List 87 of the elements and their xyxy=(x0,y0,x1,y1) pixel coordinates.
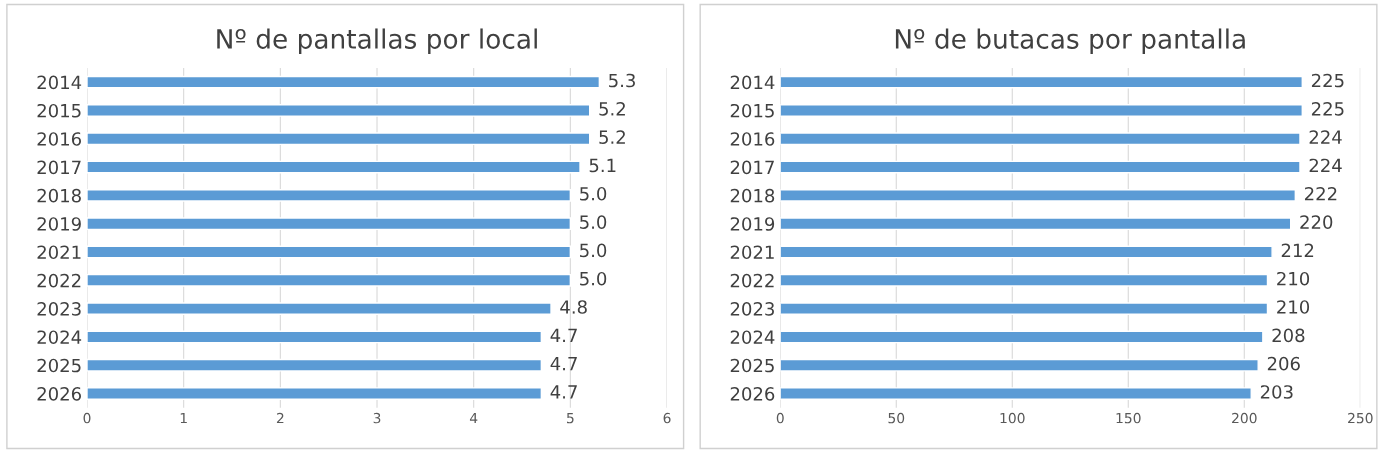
bar xyxy=(780,188,1297,202)
bar xyxy=(780,273,1269,287)
data-label: 5.2 xyxy=(599,102,625,116)
bar xyxy=(87,188,572,202)
bar xyxy=(780,387,1252,400)
data-label: 5.0 xyxy=(580,215,607,229)
bar xyxy=(780,75,1303,89)
data-label: 4.7 xyxy=(550,357,577,371)
data-label: 206 xyxy=(1267,356,1300,371)
y-tick-label: 2017 xyxy=(37,160,81,175)
bar xyxy=(87,245,572,259)
bar xyxy=(87,358,543,372)
bar xyxy=(87,75,601,89)
bar xyxy=(780,302,1269,315)
y-tick-label: 2025 xyxy=(37,358,81,373)
data-label: 224 xyxy=(1309,158,1342,173)
data-label: 4.7 xyxy=(550,328,577,342)
data-label: 225 xyxy=(1311,73,1344,88)
data-label: 208 xyxy=(1272,328,1305,343)
y-tick-label: 2024 xyxy=(37,330,82,345)
y-tick-label: 2019 xyxy=(730,217,775,231)
data-label: 5.0 xyxy=(580,186,607,201)
bar xyxy=(780,104,1303,117)
bar xyxy=(87,273,572,287)
x-tick-label: 250 xyxy=(1348,412,1373,424)
y-tick-label: 2022 xyxy=(37,273,81,288)
bar xyxy=(87,217,572,231)
data-label: 224 xyxy=(1309,130,1342,144)
x-tick-label: 6 xyxy=(663,412,671,424)
y-tick-label: 2024 xyxy=(730,330,775,345)
x-tick-label: 50 xyxy=(888,412,905,424)
x-tick-label: 2 xyxy=(276,412,284,424)
data-label: 4.7 xyxy=(550,385,577,399)
bar xyxy=(87,132,591,146)
bar xyxy=(780,358,1259,372)
y-tick-label: 2016 xyxy=(37,132,81,146)
bar xyxy=(87,160,581,174)
x-tick-label: 200 xyxy=(1232,412,1257,424)
chart-title: Nº de pantallas por local xyxy=(217,28,537,54)
y-tick-label: 2023 xyxy=(730,302,774,316)
x-tick-label: 1 xyxy=(180,412,187,424)
data-label: 210 xyxy=(1277,300,1310,314)
x-tick-label: 100 xyxy=(1000,412,1025,424)
x-tick-label: 0 xyxy=(83,412,91,424)
data-label: 210 xyxy=(1277,271,1310,286)
data-label: 5.0 xyxy=(580,243,607,258)
data-label: 203 xyxy=(1260,385,1293,399)
chart-title: Nº de butacas por pantalla xyxy=(895,28,1245,54)
x-tick-label: 3 xyxy=(373,412,381,424)
bar xyxy=(780,132,1301,146)
y-tick-label: 2021 xyxy=(730,245,774,260)
data-label: 4.8 xyxy=(560,300,587,314)
data-label: 5.1 xyxy=(589,158,616,173)
x-tick-label: 0 xyxy=(776,412,784,424)
x-tick-label: 4 xyxy=(469,412,478,424)
y-tick-label: 2021 xyxy=(37,245,81,260)
y-tick-label: 2026 xyxy=(37,387,81,401)
y-tick-label: 2018 xyxy=(37,188,81,203)
y-tick-label: 2019 xyxy=(37,217,81,231)
y-tick-label: 2015 xyxy=(730,103,774,118)
y-tick-label: 2017 xyxy=(730,160,774,175)
bar xyxy=(87,330,543,344)
bar xyxy=(87,302,552,315)
y-tick-label: 2023 xyxy=(37,302,81,316)
x-tick-label: 5 xyxy=(567,412,574,424)
data-label: 225 xyxy=(1311,102,1344,116)
bar xyxy=(87,104,591,117)
y-tick-label: 2014 xyxy=(37,75,82,90)
bar xyxy=(780,245,1273,259)
y-tick-label: 2014 xyxy=(730,75,775,90)
data-label: 5.2 xyxy=(599,130,625,144)
data-label: 5.3 xyxy=(609,73,635,88)
data-label: 212 xyxy=(1281,243,1314,257)
bar xyxy=(780,160,1301,174)
x-tick-label: 150 xyxy=(1116,412,1141,424)
data-label: 222 xyxy=(1304,186,1337,201)
data-label: 220 xyxy=(1300,215,1333,229)
data-label: 5.0 xyxy=(580,271,607,286)
y-tick-label: 2018 xyxy=(730,188,775,203)
y-tick-label: 2015 xyxy=(37,103,81,118)
y-tick-label: 2016 xyxy=(730,132,775,146)
y-tick-label: 2026 xyxy=(730,387,775,401)
bar xyxy=(87,387,543,400)
y-tick-label: 2022 xyxy=(730,273,774,288)
bar xyxy=(780,330,1264,344)
y-tick-label: 2025 xyxy=(730,358,774,373)
bar xyxy=(780,217,1292,231)
